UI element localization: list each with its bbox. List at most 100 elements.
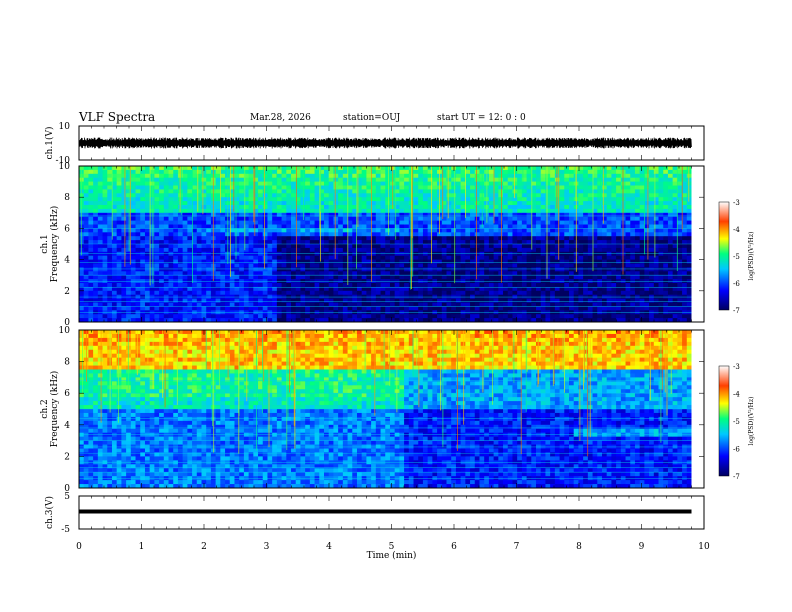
ch1-spectrogram-cell <box>512 197 518 202</box>
ch1-spectrogram-cell <box>309 275 315 280</box>
ch1-spectrogram-cell <box>144 283 151 288</box>
ch1-spectrogram-cell <box>554 208 560 214</box>
ch1-spectrogram-cell <box>111 189 118 194</box>
ch1-spectrogram-cell <box>653 193 659 198</box>
ch1-spectrogram-cell <box>149 244 155 249</box>
ch1-spectrogram-cell <box>512 193 518 198</box>
ch1-spectrogram-cell <box>559 275 565 280</box>
ch1-spectrogram-cell <box>545 205 551 210</box>
ch1-spectrogram-cell <box>243 267 250 272</box>
ch1-spectrogram-cell <box>653 271 659 276</box>
ch1-spectrogram-cell <box>493 240 499 245</box>
ch1-spectrogram-cell <box>521 251 527 257</box>
ch1-spectrogram-cell <box>507 169 513 175</box>
ch1-spectrogram-cell <box>587 212 593 218</box>
ch1-spectrogram-cell <box>488 173 495 179</box>
ch1-spectrogram-cell <box>569 228 575 233</box>
ch1-spectrogram-cell <box>135 201 141 206</box>
ch1-spectrogram-cell <box>630 306 636 311</box>
ch1-spectrogram-cell <box>196 232 202 237</box>
ch1-spectrogram-cell <box>634 228 641 233</box>
ch1-spectrogram-cell <box>192 271 198 276</box>
ch1-spectrogram-cell <box>521 169 527 175</box>
ch1-spectrogram-cell <box>380 177 386 182</box>
ch1-spectrogram-cell <box>291 197 297 202</box>
ch1-spectrogram-cell <box>592 208 598 214</box>
ch1-spectrogram-cell <box>404 259 410 264</box>
ch1-spectrogram-cell <box>144 169 151 175</box>
ch1-spectrogram-cell <box>601 232 608 237</box>
ch1-spectrogram-cell <box>163 185 169 190</box>
ch1-spectrogram-cell <box>422 197 429 202</box>
ch1-spectrogram-cell <box>144 263 151 268</box>
ch1-spectrogram-cell <box>587 228 593 233</box>
ch1-spectrogram-cell <box>498 306 504 311</box>
ch1-spectrogram-cell <box>347 208 353 214</box>
ch1-spectrogram-cell <box>314 314 320 319</box>
ch1-spectrogram-cell <box>300 193 306 198</box>
ch1-spectrogram-cell <box>484 275 490 280</box>
ch1-spectrogram-cell <box>432 220 438 225</box>
ch1-spectrogram-cell <box>163 283 169 288</box>
ch1-spectrogram-cell <box>620 314 626 319</box>
ch1-spectrogram-cell <box>324 240 330 245</box>
ch1-spectrogram-cell <box>404 173 410 179</box>
ch1-spectrogram-cell <box>352 283 358 288</box>
ch1-spectrogram-cell <box>215 193 221 198</box>
ch1-spectrogram-cell <box>601 283 608 288</box>
ch1-spectrogram-cell <box>394 306 400 311</box>
ch1-spectrogram-cell <box>107 232 113 237</box>
ch1-spectrogram-cell <box>460 271 466 276</box>
ch1-spectrogram-cell <box>116 216 122 221</box>
ch1-spectrogram-cell <box>559 286 565 292</box>
ch1-spectrogram-cell <box>479 228 485 233</box>
ch1-spectrogram-cell <box>144 275 151 280</box>
ch1-spectrogram-cell <box>220 314 226 319</box>
ch1-spectrogram-cell <box>601 302 608 307</box>
ch1-spectrogram-cell <box>262 216 268 221</box>
ch1-spectrogram-cell <box>503 247 509 253</box>
ch1-spectrogram-cell <box>413 205 419 210</box>
ch1-spectrogram-cell <box>498 259 504 264</box>
ch1-spectrogram-cell <box>159 197 165 202</box>
ch1-spectrogram-cell <box>79 306 85 311</box>
ch1-spectrogram-cell <box>309 201 315 206</box>
ch1-spectrogram-cell <box>432 212 438 218</box>
ch1-spectrogram-cell <box>550 306 556 311</box>
ch1-spectrogram-cell <box>149 232 155 237</box>
ch1-spectrogram-cell <box>394 236 400 241</box>
ch1-spectrogram-cell <box>276 302 282 307</box>
ch1-spectrogram-cell <box>583 166 589 171</box>
ch1-spectrogram-cell <box>446 169 452 175</box>
ch1-spectrogram-cell <box>441 259 447 264</box>
ch1-spectrogram-cell <box>281 251 287 257</box>
ch1-spectrogram-cell <box>225 263 231 268</box>
ch1-spectrogram-cell <box>517 286 523 292</box>
ch1-spectrogram-cell <box>427 189 433 194</box>
ch1-spectrogram-cell <box>408 302 414 307</box>
ch1-spectrogram-cell <box>116 228 122 233</box>
ch1-spectrogram-cell <box>606 220 612 225</box>
ch1-spectrogram-cell <box>258 283 264 288</box>
ch1-spectrogram-cell <box>154 267 160 272</box>
ch1-spectrogram-cell <box>488 224 495 229</box>
ch1-spectrogram-cell <box>140 212 146 218</box>
ch1-spectrogram-cell <box>554 290 560 296</box>
ch1-spectrogram-cell <box>507 286 513 292</box>
ch1-spectrogram-cell <box>253 298 259 303</box>
ch1-spectrogram-cell <box>653 236 659 241</box>
ch1-spectrogram-cell <box>102 271 108 276</box>
ch1-spectrogram-cell <box>517 208 523 214</box>
ch1-spectrogram-cell <box>503 220 509 225</box>
ch1-spectrogram-cell <box>413 267 419 272</box>
ch1-spectrogram-cell <box>305 251 311 257</box>
ch1-spectrogram-cell <box>324 181 330 186</box>
ch1-spectrogram-cell <box>192 166 198 171</box>
ch1-spectrogram-cell <box>422 240 429 245</box>
ch1-spectrogram-cell <box>262 228 268 233</box>
ch1-spectrogram-cell <box>616 166 622 171</box>
ch1-spectrogram-cell <box>554 228 560 233</box>
ch1-spectrogram-cell <box>639 216 645 221</box>
ch1-spectrogram-cell <box>111 244 118 249</box>
ch1-spectrogram-cell <box>540 275 546 280</box>
